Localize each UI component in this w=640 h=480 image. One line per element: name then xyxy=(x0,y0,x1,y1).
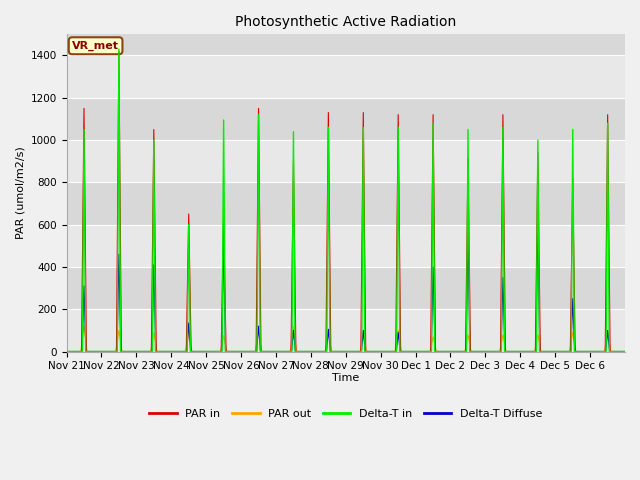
Legend: PAR in, PAR out, Delta-T in, Delta-T Diffuse: PAR in, PAR out, Delta-T in, Delta-T Dif… xyxy=(145,405,547,423)
Bar xyxy=(67,98,625,140)
Bar xyxy=(67,35,625,56)
Bar xyxy=(67,309,625,351)
Y-axis label: PAR (umol/m2/s): PAR (umol/m2/s) xyxy=(15,146,25,240)
Bar xyxy=(67,140,625,182)
Bar xyxy=(67,182,625,225)
Bar xyxy=(67,225,625,267)
X-axis label: Time: Time xyxy=(332,372,360,383)
Title: Photosynthetic Active Radiation: Photosynthetic Active Radiation xyxy=(235,15,456,29)
Text: VR_met: VR_met xyxy=(72,41,119,51)
Bar xyxy=(67,56,625,98)
Bar xyxy=(67,267,625,309)
